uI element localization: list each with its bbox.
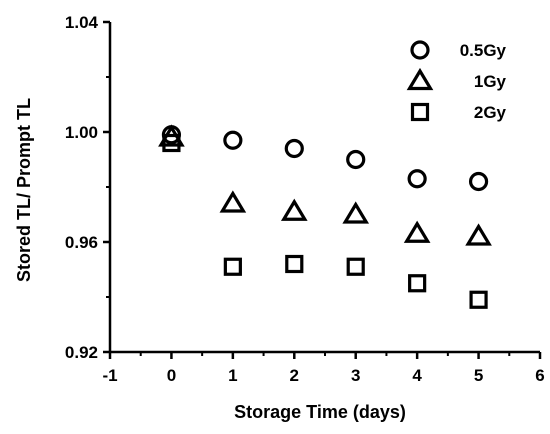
triangle-point (403, 220, 431, 243)
square-point (223, 257, 242, 276)
y-tick-label: 0.92 (65, 343, 98, 362)
square-point (469, 290, 488, 309)
circle-point (346, 149, 366, 170)
triangle-point (465, 223, 492, 246)
legend-triangle-icon (406, 67, 434, 91)
x-tick-label: 6 (535, 366, 544, 385)
y-tick-label: 1.00 (65, 123, 98, 142)
x-tick-label: 3 (351, 366, 360, 385)
x-tick-label: 2 (290, 366, 299, 385)
y-tick-label: 0.96 (65, 233, 98, 252)
triangle-point (342, 201, 370, 224)
x-tick-label: 4 (412, 366, 422, 385)
legend-label: 0.5Gy (460, 41, 507, 60)
circle-point (407, 169, 427, 189)
circle-point (223, 130, 243, 150)
square-point (346, 257, 365, 276)
legend-square-icon (410, 102, 430, 122)
axes: -1 0 1 2 3 4 5 6 0.92 0.96 1.00 1.04 (65, 13, 545, 385)
x-tick-label: 1 (228, 366, 237, 385)
data-marks (158, 124, 492, 309)
legend-circle-icon (410, 40, 430, 60)
x-tick-label: 5 (474, 366, 483, 385)
series-2Gy (162, 133, 488, 309)
square-point (162, 133, 181, 153)
legend-label: 1Gy (474, 72, 507, 91)
circle-point (468, 171, 489, 192)
square-point (408, 274, 427, 293)
series-1Gy (158, 124, 492, 246)
legend-label: 2Gy (474, 103, 507, 122)
x-tick-label: 0 (167, 366, 176, 385)
circle-point (284, 138, 304, 159)
legend: 0.5Gy 1Gy 2Gy (406, 40, 507, 122)
y-axis-label: Stored TL/ Prompt TL (14, 98, 34, 282)
square-point (285, 254, 304, 274)
triangle-point (280, 198, 308, 221)
x-tick-label: -1 (102, 366, 117, 385)
x-axis-label: Storage Time (days) (234, 402, 406, 422)
y-tick-label: 1.04 (65, 13, 99, 32)
triangle-point (219, 190, 247, 213)
